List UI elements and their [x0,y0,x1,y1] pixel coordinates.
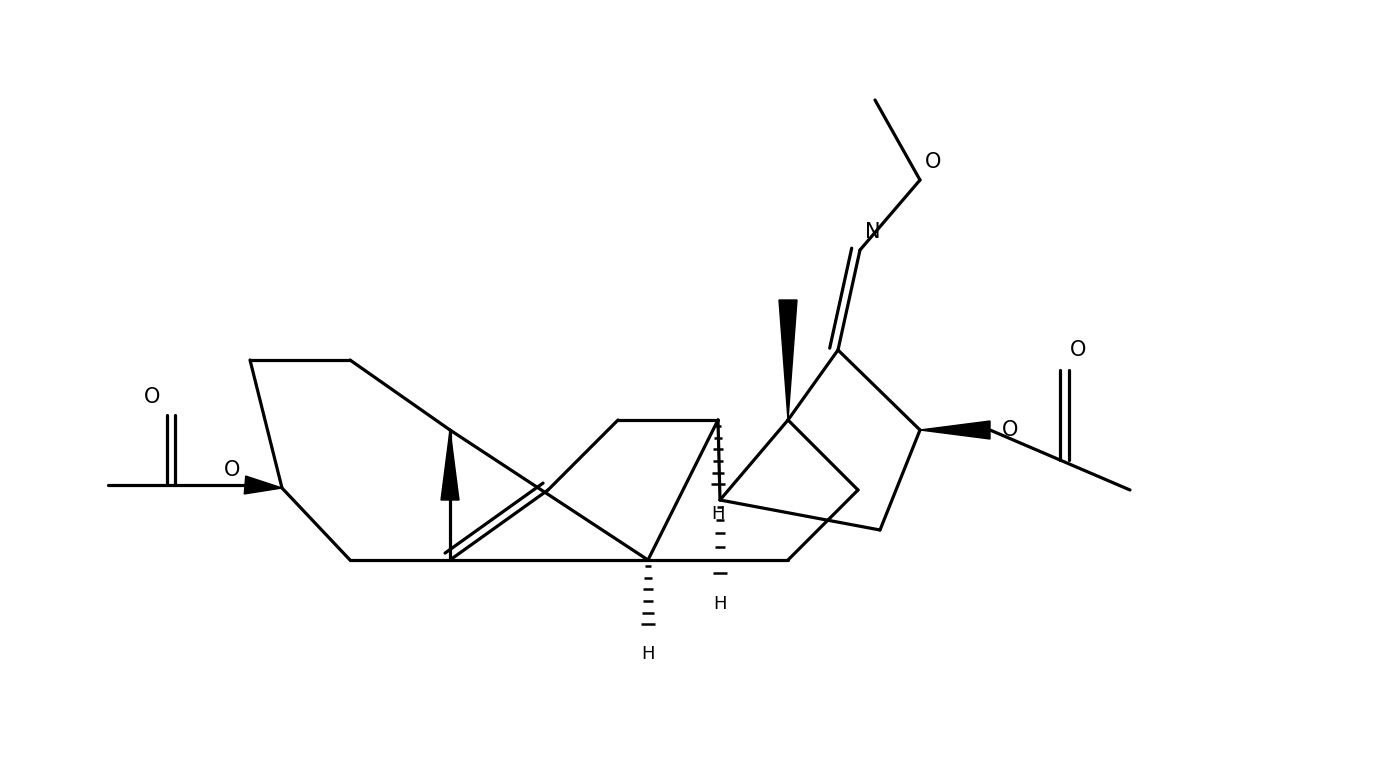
Polygon shape [920,421,990,439]
Text: O: O [223,460,240,480]
Text: H: H [641,645,655,663]
Text: O: O [924,152,941,172]
Polygon shape [244,476,282,494]
Polygon shape [779,300,797,420]
Text: O: O [143,387,160,407]
Polygon shape [441,430,459,500]
Text: O: O [1002,420,1019,440]
Text: H: H [713,595,727,613]
Text: H: H [711,505,725,523]
Text: N: N [865,222,880,242]
Text: O: O [1070,340,1087,360]
